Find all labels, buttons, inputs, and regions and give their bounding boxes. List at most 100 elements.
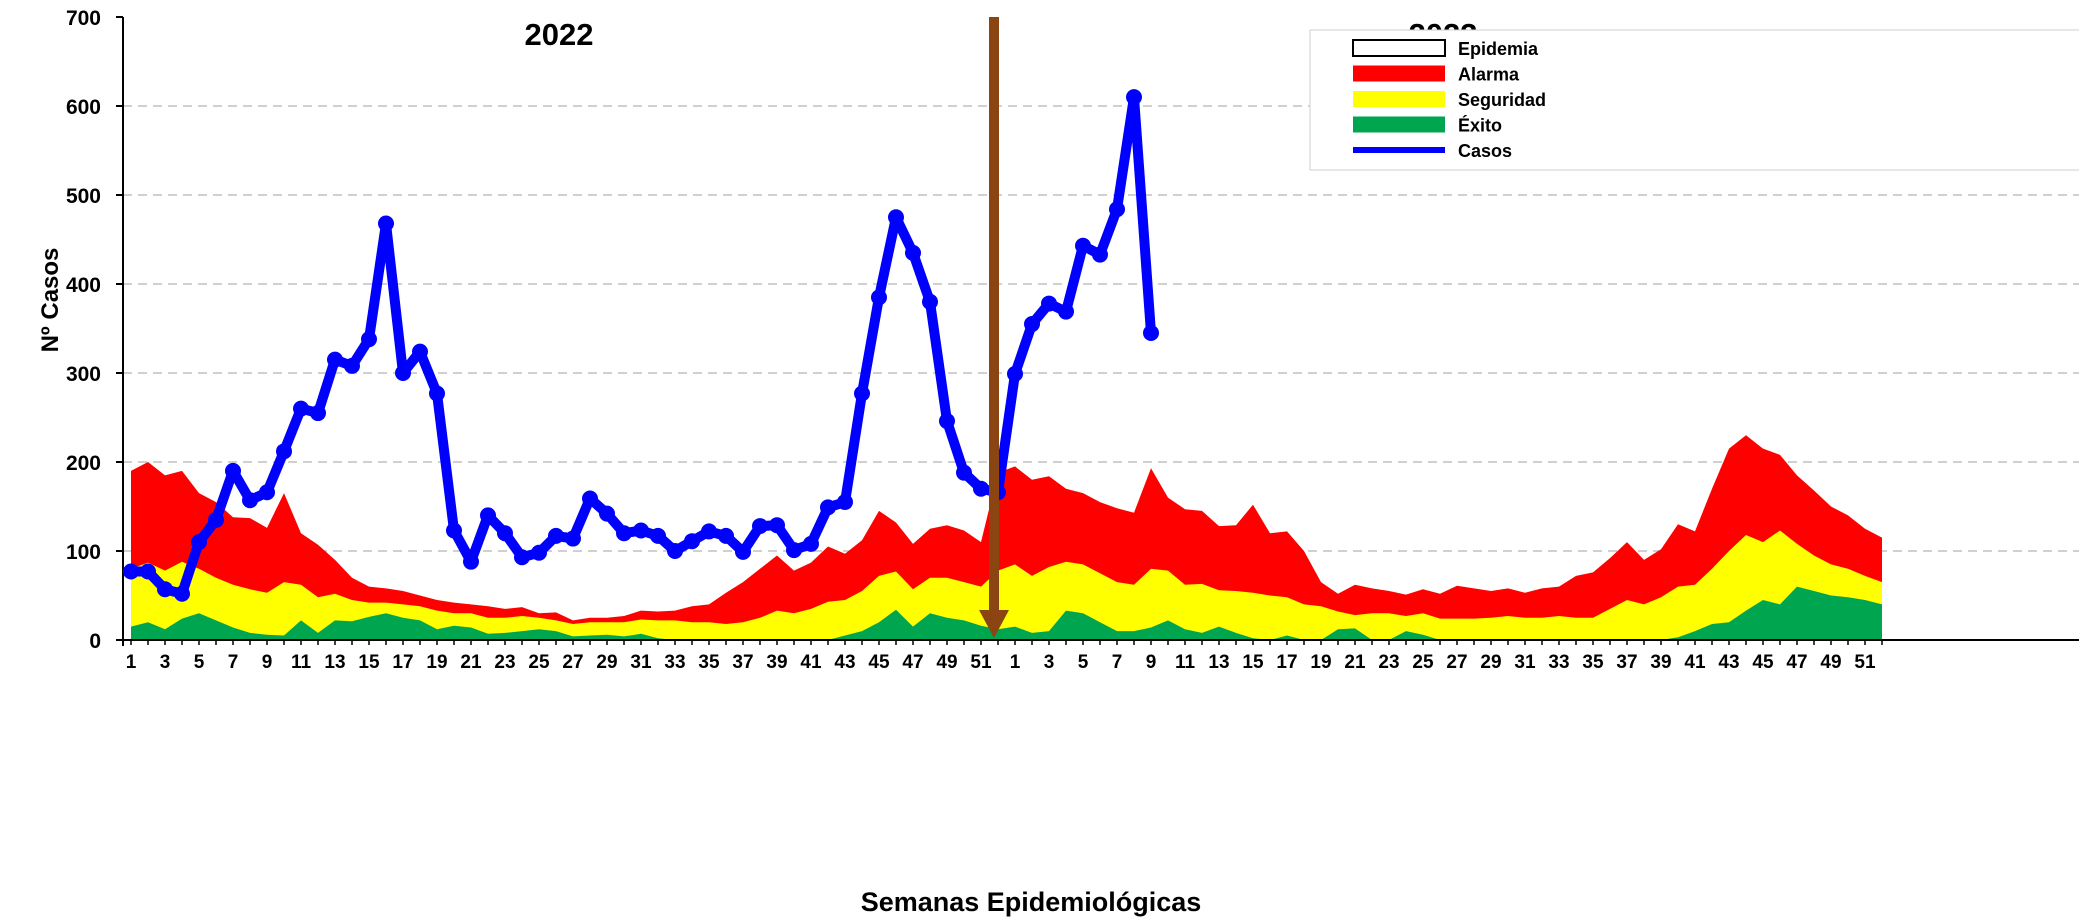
casos-point [157,581,173,598]
y-tick-label: 600 [66,96,101,119]
x-tick-label: 47 [1786,652,1807,673]
casos-point [616,525,632,542]
legend-swatch-seguridad [1353,91,1445,107]
casos-point [497,525,513,542]
casos-point [1058,303,1074,320]
y-tick-label: 700 [66,7,101,30]
x-tick-label: 27 [562,652,583,673]
casos-point [905,244,921,261]
casos-point [378,215,394,232]
casos-point [752,518,768,535]
y-tick-label: 300 [66,363,101,386]
x-tick-label: 25 [1412,652,1434,673]
x-tick-label: 39 [1650,652,1671,673]
x-tick-label: 19 [426,652,447,673]
x-tick-label: 45 [1752,652,1774,673]
casos-point [1007,365,1023,382]
casos-point [225,462,241,479]
x-tick-label: 51 [970,652,992,673]
casos-point [531,544,547,561]
x-tick-label: 29 [1480,652,1501,673]
x-tick-label: 15 [358,652,380,673]
casos-point [276,443,292,460]
casos-series [123,89,1159,602]
casos-point [191,534,207,551]
casos-point [310,405,326,422]
x-tick-label: 5 [1078,652,1089,673]
casos-point [395,365,411,381]
x-tick-label: 23 [494,652,515,673]
casos-point [174,585,190,602]
casos-point [701,523,717,540]
y-tick-label: 0 [89,630,101,653]
x-tick-label: 35 [698,652,720,673]
legend-label: Casos [1458,141,1512,161]
x-tick-label: 9 [262,652,273,673]
casos-point [293,400,309,417]
casos-point [888,209,904,226]
casos-point [973,480,989,497]
x-tick-label: 27 [1446,652,1467,673]
legend-label: Éxito [1458,115,1502,136]
x-tick-label: 21 [1344,652,1366,673]
x-tick-label: 1 [1010,652,1021,673]
year-separator-arrow [979,17,1009,638]
area-alarma [131,435,1882,640]
casos-point [786,542,802,559]
x-tick-label: 43 [834,652,855,673]
casos-point [582,490,598,507]
x-tick-label: 23 [1378,652,1399,673]
casos-point [1143,324,1159,341]
x-tick-label: 15 [1242,652,1264,673]
x-axis-label: Semanas Epidemiológicas [861,887,1202,917]
casos-point [327,351,343,368]
y-tick-label: 400 [66,274,101,297]
x-tick-label: 33 [1548,652,1569,673]
casos-point [514,549,530,566]
x-tick-label: 3 [160,652,171,673]
legend-label: Epidemia [1458,39,1539,59]
casos-point [412,343,428,360]
y-tick-label: 100 [66,541,101,564]
casos-point [1075,237,1091,254]
casos-point [684,533,700,550]
x-tick-label: 13 [1208,652,1229,673]
casos-point [837,494,853,511]
casos-point [565,530,581,547]
x-tick-label: 41 [800,652,822,673]
x-tick-label: 47 [902,652,923,673]
casos-point [208,511,224,528]
x-tick-label: 1 [126,652,137,673]
x-tick-label: 33 [664,652,685,673]
casos-point [1024,316,1040,333]
x-tick-label: 39 [766,652,787,673]
casos-point [718,527,734,544]
legend: Epidemia Alarma Seguridad Éxito Casos [1309,29,2079,171]
casos-point [123,563,139,580]
legend-label: Seguridad [1458,90,1546,110]
y-tick-label: 500 [66,185,101,208]
x-tick-label: 19 [1310,652,1331,673]
y-axis-label: Nº Casos [37,248,64,353]
casos-point [633,522,649,539]
x-tick-label: 3 [1044,652,1055,673]
x-tick-label: 51 [1854,652,1876,673]
x-tick-label: 21 [460,652,482,673]
y-tick-label: 200 [66,452,101,475]
legend-swatch-epidemia [1352,39,1446,57]
x-tick-label: 17 [392,652,413,673]
casos-point [1092,246,1108,263]
casos-point [820,499,836,516]
x-tick-label: 43 [1718,652,1739,673]
x-tick-label: 29 [596,652,617,673]
casos-point [344,357,360,374]
legend-label: Alarma [1458,65,1520,85]
x-tick-label: 45 [868,652,890,673]
x-tick-label: 25 [528,652,550,673]
axes [116,16,2079,646]
x-tick-label: 17 [1276,652,1297,673]
x-tick-label: 5 [194,652,205,673]
casos-point [140,563,156,580]
y-tick-labels: 0 100 200 300 400 500 600 700 [66,7,101,653]
x-tick-label: 7 [1112,652,1123,673]
